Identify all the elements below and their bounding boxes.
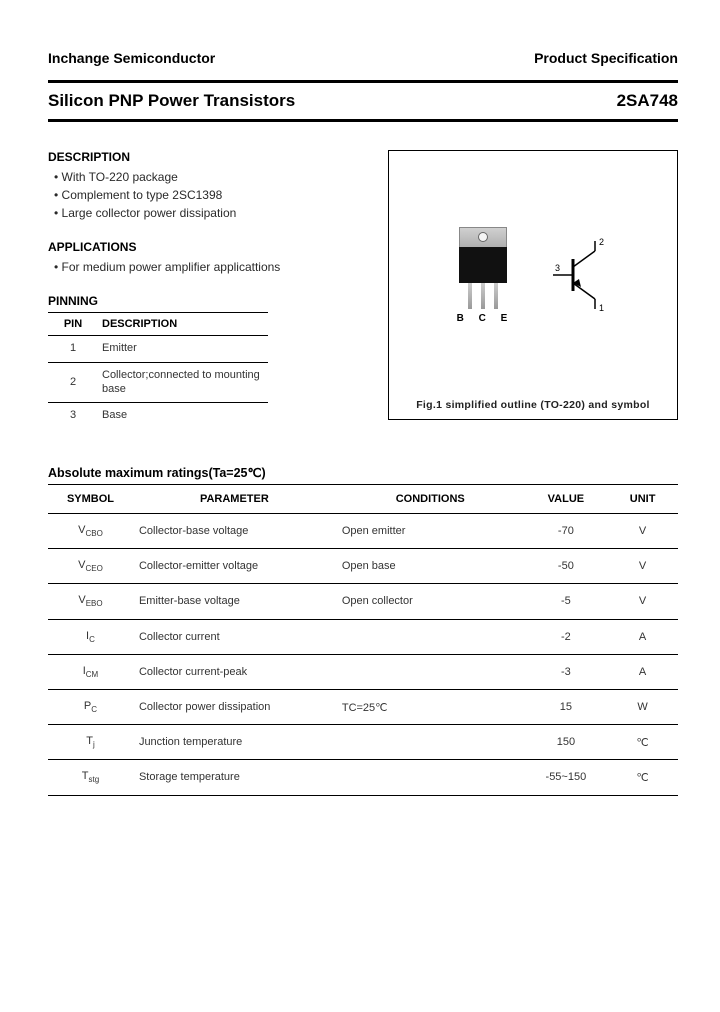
- part-number: 2SA748: [617, 91, 678, 111]
- ratings-conditions: Open emitter: [336, 514, 525, 549]
- description-list: With TO-220 package Complement to type 2…: [54, 168, 370, 222]
- pin-number: 1: [48, 336, 98, 363]
- ratings-unit: W: [607, 689, 678, 724]
- ratings-conditions: Open base: [336, 549, 525, 584]
- ratings-parameter: Junction temperature: [133, 725, 336, 760]
- upper-section: DESCRIPTION With TO-220 package Compleme…: [48, 150, 678, 429]
- product-line: Silicon PNP Power Transistors: [48, 91, 295, 111]
- ratings-unit: V: [607, 514, 678, 549]
- ratings-value: 150: [525, 725, 608, 760]
- ratings-value: -70: [525, 514, 608, 549]
- ratings-conditions: TC=25℃: [336, 689, 525, 724]
- ratings-col-header: UNIT: [607, 485, 678, 514]
- transistor-symbol-icon: 2 1 3: [553, 235, 613, 315]
- ratings-col-header: CONDITIONS: [336, 485, 525, 514]
- ratings-row: PCCollector power dissipationTC=25℃15W: [48, 689, 678, 724]
- ratings-value: 15: [525, 689, 608, 724]
- pin-desc: Emitter: [98, 336, 268, 363]
- ratings-unit: ℃: [607, 760, 678, 795]
- ratings-value: -2: [525, 619, 608, 654]
- ratings-row: TjJunction temperature 150℃: [48, 725, 678, 760]
- ratings-value: -5: [525, 584, 608, 619]
- svg-text:1: 1: [599, 303, 604, 313]
- ratings-conditions: Open collector: [336, 584, 525, 619]
- ratings-parameter: Emitter-base voltage: [133, 584, 336, 619]
- ratings-row: ICMCollector current-peak -3A: [48, 654, 678, 689]
- doc-type: Product Specification: [534, 50, 678, 66]
- ratings-parameter: Collector power dissipation: [133, 689, 336, 724]
- pin-col-header: DESCRIPTION: [98, 313, 268, 336]
- ratings-parameter: Collector-emitter voltage: [133, 549, 336, 584]
- ratings-symbol: VEBO: [48, 584, 133, 619]
- figure-content: B C E 2 1 3: [389, 151, 677, 399]
- ratings-unit: A: [607, 619, 678, 654]
- page-header: Inchange Semiconductor Product Specifica…: [48, 50, 678, 66]
- pin-number: 3: [48, 403, 98, 429]
- pin-row: 3 Base: [48, 403, 268, 429]
- ratings-conditions: [336, 760, 525, 795]
- svg-text:2: 2: [599, 237, 604, 247]
- ratings-conditions: [336, 619, 525, 654]
- lead-labels: B C E: [457, 313, 514, 324]
- ratings-value: -3: [525, 654, 608, 689]
- ratings-symbol: IC: [48, 619, 133, 654]
- description-item: Large collector power dissipation: [54, 204, 370, 222]
- ratings-symbol: Tj: [48, 725, 133, 760]
- ratings-row: ICCollector current -2A: [48, 619, 678, 654]
- ratings-conditions: [336, 654, 525, 689]
- ratings-row: TstgStorage temperature -55~150℃: [48, 760, 678, 795]
- applications-item: For medium power amplifier applicattions: [54, 258, 370, 276]
- pin-col-header: PIN: [48, 313, 98, 336]
- ratings-symbol: Tstg: [48, 760, 133, 795]
- ratings-symbol: PC: [48, 689, 133, 724]
- ratings-symbol: VCBO: [48, 514, 133, 549]
- description-item: Complement to type 2SC1398: [54, 186, 370, 204]
- left-column: DESCRIPTION With TO-220 package Compleme…: [48, 150, 370, 429]
- description-heading: DESCRIPTION: [48, 150, 370, 164]
- ratings-conditions: [336, 725, 525, 760]
- ratings-unit: V: [607, 584, 678, 619]
- ratings-col-header: PARAMETER: [133, 485, 336, 514]
- pinning-table: PIN DESCRIPTION 1 Emitter 2 Collector;co…: [48, 312, 268, 429]
- pin-desc: Base: [98, 403, 268, 429]
- ratings-row: VCBOCollector-base voltageOpen emitter-7…: [48, 514, 678, 549]
- figure-box: B C E 2 1 3 Fig.1 simplified outline (TO…: [388, 150, 678, 420]
- ratings-parameter: Collector current-peak: [133, 654, 336, 689]
- applications-list: For medium power amplifier applicattions: [54, 258, 370, 276]
- description-item: With TO-220 package: [54, 168, 370, 186]
- pin-desc: Collector;connected to mounting base: [98, 362, 268, 403]
- ratings-symbol: ICM: [48, 654, 133, 689]
- ratings-unit: V: [607, 549, 678, 584]
- ratings-parameter: Collector current: [133, 619, 336, 654]
- ratings-value: -50: [525, 549, 608, 584]
- ratings-heading: Absolute maximum ratings(Ta=25℃): [48, 465, 678, 480]
- pin-row: 1 Emitter: [48, 336, 268, 363]
- ratings-parameter: Storage temperature: [133, 760, 336, 795]
- pin-row: 2 Collector;connected to mounting base: [48, 362, 268, 403]
- ratings-row: VCEOCollector-emitter voltageOpen base-5…: [48, 549, 678, 584]
- applications-heading: APPLICATIONS: [48, 240, 370, 254]
- figure-caption: Fig.1 simplified outline (TO-220) and sy…: [416, 399, 650, 411]
- pin-number: 2: [48, 362, 98, 403]
- svg-text:3: 3: [555, 263, 560, 273]
- company-name: Inchange Semiconductor: [48, 50, 215, 66]
- title-bar: Silicon PNP Power Transistors 2SA748: [48, 80, 678, 122]
- ratings-value: -55~150: [525, 760, 608, 795]
- ratings-col-header: SYMBOL: [48, 485, 133, 514]
- pinning-heading: PINNING: [48, 294, 370, 308]
- ratings-table: SYMBOL PARAMETER CONDITIONS VALUE UNIT V…: [48, 484, 678, 796]
- ratings-symbol: VCEO: [48, 549, 133, 584]
- ratings-col-header: VALUE: [525, 485, 608, 514]
- ratings-unit: A: [607, 654, 678, 689]
- ratings-parameter: Collector-base voltage: [133, 514, 336, 549]
- ratings-unit: ℃: [607, 725, 678, 760]
- to220-package-icon: B C E: [453, 227, 514, 324]
- ratings-row: VEBOEmitter-base voltageOpen collector-5…: [48, 584, 678, 619]
